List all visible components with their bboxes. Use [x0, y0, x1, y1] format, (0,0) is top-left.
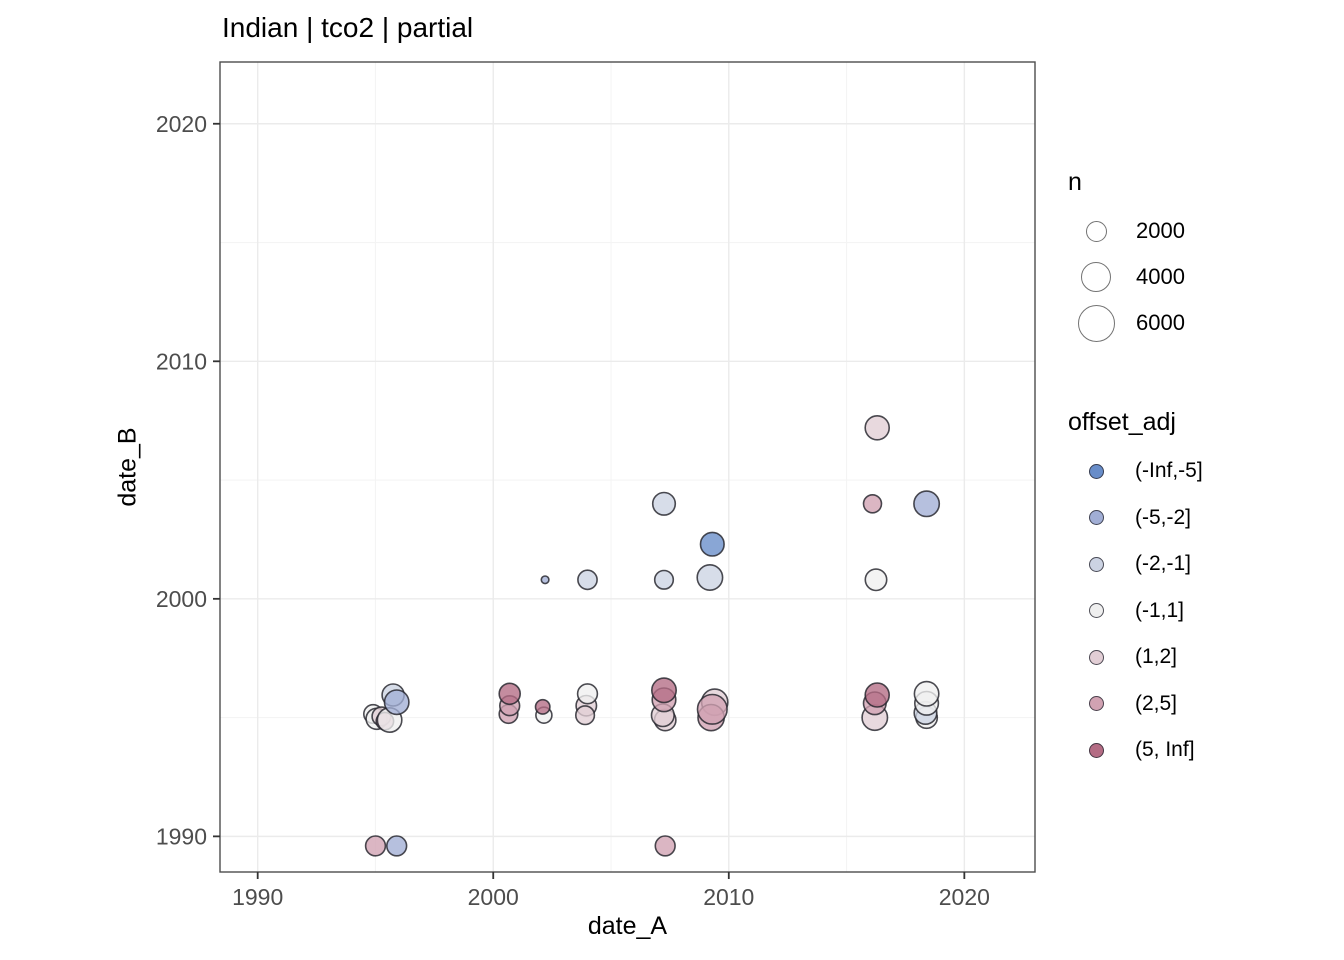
color-legend-key — [1074, 510, 1118, 526]
y-tick-label: 2000 — [156, 586, 207, 612]
color-legend-label: (-Inf,-5] — [1135, 459, 1203, 483]
size-legend-label: 4000 — [1136, 264, 1185, 289]
data-point — [864, 568, 888, 592]
y-axis-title: date_B — [113, 427, 142, 507]
data-point — [654, 835, 676, 857]
color-legend-key — [1074, 463, 1118, 479]
color-legend-item: (5, Inf] — [1074, 727, 1203, 774]
color-legend-key — [1074, 603, 1118, 619]
color-legend-dot — [1088, 603, 1104, 619]
size-legend-circle — [1085, 220, 1107, 242]
color-legend-dot — [1088, 556, 1104, 572]
data-point — [653, 569, 675, 590]
color-legend-item: (-2,-1] — [1074, 541, 1203, 588]
data-point — [534, 698, 551, 715]
size-legend-key — [1074, 304, 1118, 342]
minor-gridlines — [220, 62, 1035, 872]
color-legend-dot — [1088, 649, 1104, 665]
data-point — [913, 490, 941, 518]
y-tick-label: 2020 — [156, 111, 207, 137]
data-point — [862, 493, 883, 514]
color-legend-key — [1074, 742, 1118, 758]
size-legend-circle — [1081, 262, 1111, 292]
color-legend-dot — [1088, 463, 1104, 479]
plot-panel — [220, 62, 1035, 872]
data-point — [577, 569, 598, 591]
size-legend-item: 2000 — [1074, 208, 1185, 254]
data-point — [696, 693, 728, 725]
color-legend-item: (-1,1] — [1074, 588, 1203, 635]
y-tick-label: 2010 — [156, 348, 207, 374]
color-legend-label: (1,2] — [1135, 645, 1178, 669]
data-point — [364, 835, 387, 857]
major-gridlines — [220, 62, 1035, 872]
color-legend-item: (-Inf,-5] — [1074, 448, 1203, 495]
color-legend-item: (2,5] — [1074, 681, 1203, 728]
size-legend-label: 6000 — [1136, 310, 1185, 335]
color-legend-item: (1,2] — [1074, 634, 1203, 681]
size-legend-key — [1074, 262, 1118, 292]
color-legend-key — [1074, 556, 1118, 572]
color-legend-item: (-5,-2] — [1074, 495, 1203, 542]
plot-title: Indian | tco2 | partial — [222, 12, 474, 43]
axes: 1990 2000 2010 2020 1990 2000 2010 2020 — [156, 111, 990, 910]
size-legend-item: 4000 — [1074, 254, 1185, 300]
panel-border — [219, 61, 1036, 873]
data-point — [576, 683, 599, 705]
size-legend-item: 6000 — [1074, 300, 1185, 346]
data-point — [574, 705, 596, 726]
data-point — [864, 682, 891, 708]
color-legend-dot — [1088, 696, 1104, 712]
color-legend-key — [1074, 649, 1118, 665]
size-legend-label: 2000 — [1136, 218, 1185, 243]
x-tick-label: 2010 — [703, 884, 754, 910]
x-tick-label: 2000 — [468, 884, 519, 910]
data-point — [913, 680, 940, 707]
y-tick-label: 1990 — [156, 823, 207, 849]
color-legend-label: (-5,-2] — [1135, 505, 1192, 529]
data-point — [864, 414, 891, 441]
color-legend-dot — [1088, 510, 1104, 526]
data-point — [383, 689, 410, 716]
size-legend: 2000 4000 6000 — [1074, 208, 1185, 346]
data-point — [498, 682, 522, 706]
size-legend-title: n — [1068, 168, 1082, 196]
color-legend-label: (-1,1] — [1135, 598, 1185, 622]
color-legend-label: (5, Inf] — [1135, 738, 1195, 762]
data-point — [696, 563, 724, 591]
x-tick-label: 1990 — [232, 884, 283, 910]
data-point — [386, 835, 408, 857]
data-point — [650, 677, 677, 704]
color-legend-title: offset_adj — [1068, 408, 1176, 436]
size-legend-circle — [1077, 304, 1115, 342]
x-tick-label: 2020 — [939, 884, 990, 910]
color-legend-key — [1074, 696, 1118, 712]
data-point — [651, 491, 677, 516]
data-points — [363, 414, 941, 857]
x-axis-title: date_A — [587, 912, 668, 940]
data-point — [540, 575, 550, 585]
color-legend-label: (-2,-1] — [1135, 552, 1192, 576]
data-point — [699, 531, 725, 557]
size-legend-key — [1074, 220, 1118, 242]
color-legend-label: (2,5] — [1135, 691, 1178, 715]
color-legend: (-Inf,-5] (-5,-2] (-2,-1] (-1,1] (1,2] (2,5] (… — [1074, 448, 1203, 774]
color-legend-dot — [1088, 742, 1104, 758]
